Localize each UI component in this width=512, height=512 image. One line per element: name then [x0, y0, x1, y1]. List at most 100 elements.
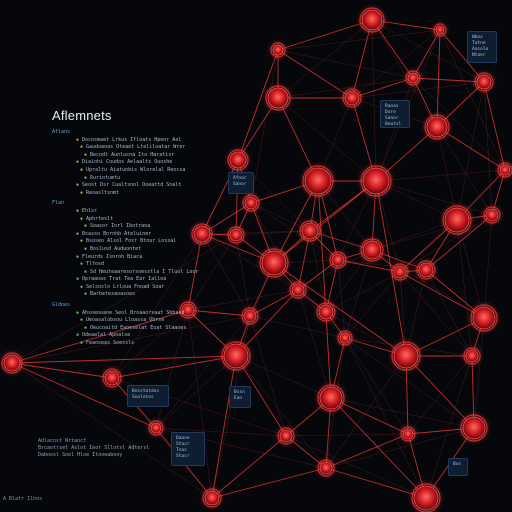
tree-item[interactable]: ▪ Oeucoaitd Eaoeselat Eoat Slaaoes — [52, 325, 242, 333]
graph-edge — [436, 29, 441, 128]
graph-node[interactable] — [316, 302, 336, 322]
graph-node[interactable] — [227, 149, 249, 171]
graph-edge — [11, 362, 113, 379]
tree-item[interactable]: ▪ Barbetesaoasoes — [52, 291, 242, 299]
graph-node[interactable] — [227, 226, 245, 244]
info-card[interactable]: Wbox Tatne Aasolo Ntaer — [467, 31, 497, 63]
graph-node[interactable] — [474, 72, 494, 92]
tree-item-label: Ruriotumtu — [90, 174, 121, 181]
graph-node[interactable] — [391, 341, 421, 371]
graph-node[interactable] — [470, 304, 498, 332]
graph-node[interactable] — [299, 220, 321, 242]
graph-node[interactable] — [460, 414, 488, 442]
graph-node[interactable] — [179, 301, 197, 319]
tree-item-label: Upraltu Aiatunbis Wlorelal Reocsa — [86, 166, 186, 173]
info-card-line: Bos — [453, 462, 462, 467]
tree-item[interactable]: ▪ Seost Dsr Cualtsnol Ooeattd Snalt — [52, 182, 242, 190]
graph-edge — [277, 97, 377, 182]
graph-node[interactable] — [337, 330, 353, 346]
graph-node[interactable] — [270, 42, 286, 58]
info-card[interactable]: Afnar Sanor — [228, 172, 254, 194]
tree-item[interactable]: ▪ Diaiohi Coudos Aelaalts Ouoshe — [52, 159, 242, 167]
graph-node[interactable] — [1, 352, 23, 374]
graph-node[interactable] — [242, 194, 260, 212]
graph-node[interactable] — [265, 85, 291, 111]
info-card-line: Stacr Tnas — [176, 442, 190, 453]
tree-item[interactable]: ▪ Upraltu Aiatunbis Wlorelal Reocsa — [52, 167, 242, 175]
status-text: A Blatr Ilhos — [3, 496, 43, 502]
graph-node[interactable] — [411, 483, 441, 512]
graph-node[interactable] — [241, 307, 259, 325]
graph-edge — [344, 337, 475, 429]
tree-item[interactable]: ▪ Reoasltsnmt — [52, 190, 242, 198]
info-card[interactable]: Raoas Dore Sanor Beatsl — [380, 100, 410, 128]
tree-item-label: Ahsoeouaoe Seol Broaaorsaat Sbbasd — [82, 309, 185, 316]
tree-item[interactable]: ▪ Tlfosd — [52, 261, 242, 269]
graph-node[interactable] — [221, 341, 251, 371]
tree-item[interactable]: ▪ Ueoasalobsou Lloassa Ubrse — [52, 317, 242, 325]
graph-edge — [351, 81, 485, 99]
graph-node[interactable] — [329, 251, 347, 269]
tree-item[interactable]: ▪ Bsasso Bnrnhb Ateluiner — [52, 231, 242, 239]
tree-item[interactable]: ▪ Boslusd Auduontet — [52, 246, 242, 254]
graph-node[interactable] — [359, 7, 385, 33]
bullet-icon: ▪ — [76, 207, 80, 214]
graph-node[interactable] — [497, 162, 512, 178]
graph-node[interactable] — [463, 347, 481, 365]
info-card[interactable]: Bos — [448, 458, 468, 476]
graph-node[interactable] — [302, 165, 334, 197]
bullet-icon: ▪ — [76, 276, 80, 283]
info-card[interactable]: Bssn Ean — [229, 386, 251, 408]
graph-node[interactable] — [317, 384, 345, 412]
tree-item[interactable]: ▪ Soasor Iorl Ibotraoa — [52, 223, 242, 231]
tree-item[interactable]: ▪ Bsoseo Alsol Fosr Btnur Lossal — [52, 238, 242, 246]
tree-item[interactable]: ▪ Selsoslo Lrloua Fnoad Soar — [52, 284, 242, 292]
graph-node[interactable] — [360, 165, 392, 197]
tree-item[interactable]: ▪ Fleurds Isnroh Biaca — [52, 254, 242, 262]
tree-item[interactable]: ▪ Sd Heuteaaresorsoesstla I Tluol Loor — [52, 269, 242, 277]
graph-node[interactable] — [259, 248, 289, 278]
graph-node[interactable] — [191, 223, 213, 245]
graph-node[interactable] — [277, 427, 295, 445]
graph-node[interactable] — [416, 260, 436, 280]
graph-node[interactable] — [391, 263, 409, 281]
graph-edge — [211, 435, 287, 499]
graph-edge — [273, 262, 407, 357]
tree-item[interactable]: ▪ Opraaoas Trat Tea Ear Ialloa — [52, 276, 242, 284]
graph-edge — [436, 126, 458, 221]
tree-section-header[interactable]: Flan — [52, 200, 65, 207]
graph-edge — [375, 180, 407, 357]
tree-item[interactable]: ▪ Aphrteslt — [52, 216, 242, 224]
tree-section-header[interactable]: Aflans — [52, 129, 71, 135]
graph-node[interactable] — [424, 114, 450, 140]
tree-item[interactable]: ▪ Docosmaet Lrkus Ifloats Hpenr Aol — [52, 137, 242, 145]
graph-node[interactable] — [342, 88, 362, 108]
graph-node[interactable] — [400, 426, 416, 442]
graph-edge — [285, 435, 427, 499]
info-card[interactable]: Daaoe Stacr Tnas Stacr — [171, 432, 205, 466]
tree-item[interactable]: ▪ Ehlsr — [52, 208, 242, 216]
tree-item[interactable]: ▪ Feaoseas Soessls — [52, 340, 242, 348]
graph-edge — [439, 29, 506, 171]
info-card[interactable]: Bosstatdos Snaletos — [127, 385, 169, 407]
graph-edge — [235, 355, 287, 437]
tree-item[interactable]: ▪ Becodt Aunlucna Ito Haratisr — [52, 152, 242, 160]
graph-node[interactable] — [102, 368, 122, 388]
tree-item[interactable]: ▪ Ahsoeouaoe Seol Broaaorsaat Sbbasd — [52, 310, 242, 318]
tree-section-header[interactable]: Gldoes — [52, 302, 71, 309]
graph-node[interactable] — [202, 488, 222, 508]
graph-node[interactable] — [317, 459, 335, 477]
graph-node[interactable] — [433, 23, 447, 37]
tree-item[interactable]: ▪ Gaudoaoas Oteaet Lteliloatar Wrer — [52, 144, 242, 152]
graph-node[interactable] — [148, 420, 164, 436]
graph-node[interactable] — [405, 70, 421, 86]
info-card-line: Snaletos — [132, 395, 154, 400]
graph-node[interactable] — [483, 206, 501, 224]
tree-item-label: Diaiohi Coudos Aelaalts Ouoshe — [82, 159, 173, 166]
tree-item[interactable]: ▪ Ruriotumtu — [52, 175, 242, 183]
graph-node[interactable] — [289, 281, 307, 299]
graph-node[interactable] — [442, 205, 472, 235]
tree-item[interactable]: ▪ Odeaalal Apoalse — [52, 332, 242, 340]
graph-node[interactable] — [360, 238, 384, 262]
